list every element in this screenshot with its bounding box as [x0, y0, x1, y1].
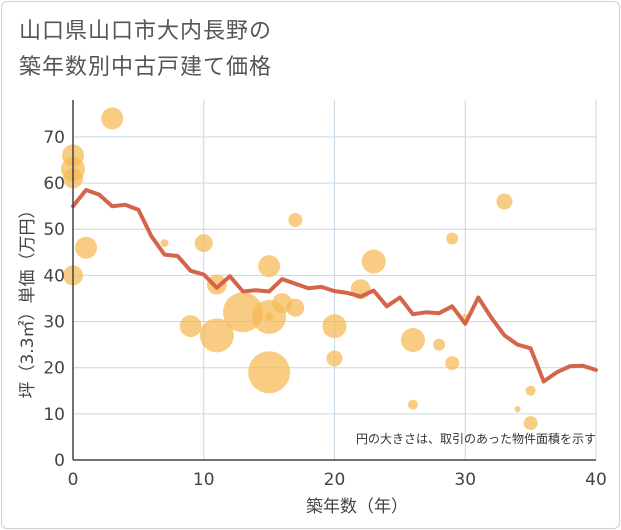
x-tick-label-2: 20 [324, 470, 346, 490]
bubble-point [248, 351, 291, 394]
bubble-point [525, 385, 536, 396]
bubble-point [514, 406, 521, 413]
bubble-point [286, 298, 305, 317]
bubble-point [496, 193, 513, 210]
bubble-point [101, 107, 124, 130]
y-tick-label-2: 20 [43, 359, 65, 379]
bubble-point [194, 234, 213, 253]
bubble-point [199, 318, 234, 353]
bubble-point [523, 416, 538, 431]
average-price-line [71, 188, 598, 384]
y-tick-label-6: 60 [43, 174, 65, 194]
size-legend-note: 円の大きさは、取引のあった物件面積を示す [356, 431, 596, 446]
y-tick-label-1: 10 [43, 405, 65, 425]
y-tick-label-3: 30 [43, 313, 65, 333]
bubble-point [265, 312, 274, 321]
y-tick-label-5: 50 [43, 220, 65, 240]
y-tick-label-4: 40 [43, 266, 65, 286]
x-axis-title: 築年数（年） [306, 497, 408, 517]
bubble-point [179, 315, 202, 338]
bubble-point [407, 399, 418, 410]
x-tick-label-3: 30 [454, 470, 476, 490]
title-line-1: 山口県山口市大内長野の [19, 19, 273, 44]
bubble-point [400, 328, 425, 352]
bubble-point [361, 249, 386, 274]
bubble-point [445, 356, 460, 371]
y-tick-label-0: 0 [54, 451, 65, 471]
bubble-point [160, 239, 169, 248]
bubble-point [446, 232, 459, 245]
x-tick-label-4: 40 [585, 470, 607, 490]
bubble-point [258, 255, 281, 278]
tick-labels: 0 10 20 30 40 0 10 20 30 40 50 60 70 [43, 128, 606, 490]
bubble-point [222, 292, 263, 333]
bubble-point [322, 314, 347, 339]
chart-title: 山口県山口市大内長野の 築年数別中古戸建て価格 [19, 14, 272, 86]
y-tick-label-7: 70 [43, 128, 65, 148]
bubble-point [326, 350, 343, 367]
x-tick-label-0: 0 [68, 470, 79, 490]
y-axis-title: 坪（3.3㎡）単価（万円） [18, 201, 38, 398]
bubble-point [206, 274, 227, 295]
axes [72, 100, 596, 461]
x-tick-label-1: 10 [193, 470, 215, 490]
title-line-2: 築年数別中古戸建て価格 [19, 55, 273, 80]
grid-lines [73, 100, 597, 460]
trend-line-layer [71, 188, 598, 384]
bubble-point [75, 236, 98, 259]
bubble-point [288, 213, 303, 227]
bubble-point [433, 338, 446, 351]
bubbles [61, 107, 538, 431]
